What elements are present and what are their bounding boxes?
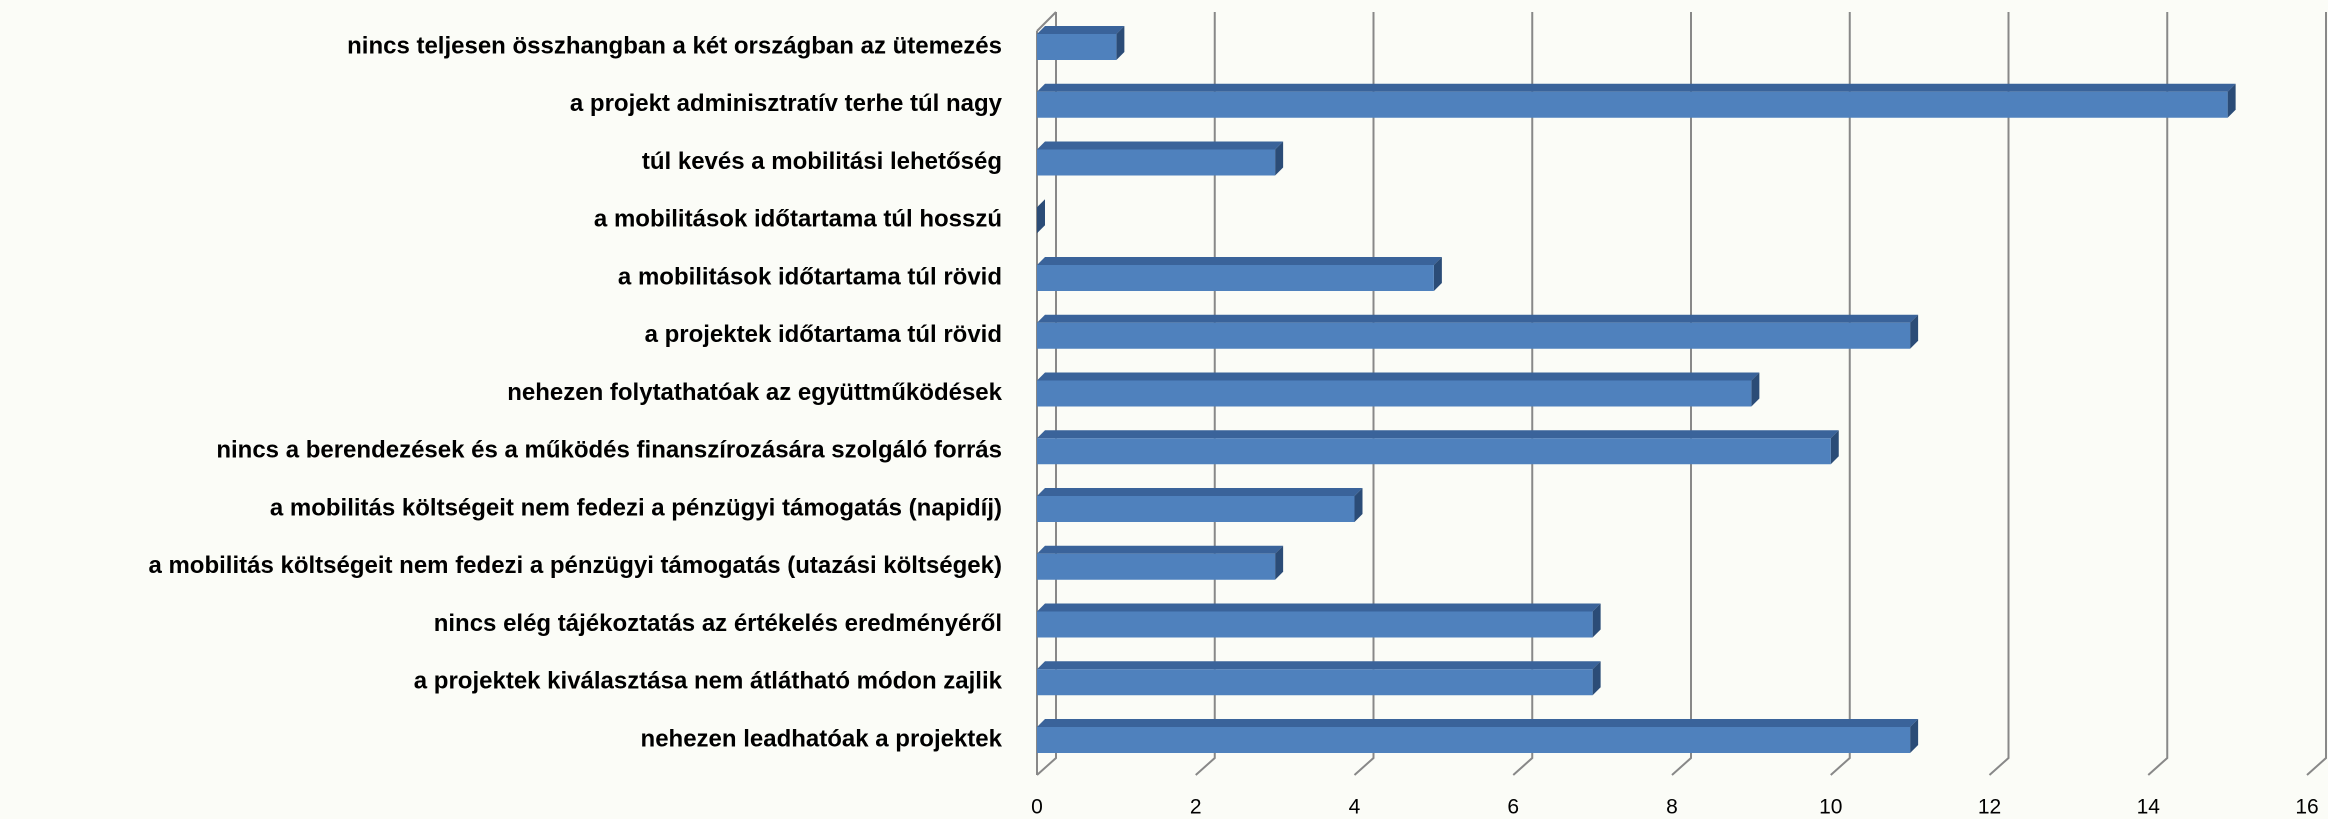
category-label: a projektek kiválasztása nem átlátható m… bbox=[414, 668, 1003, 695]
category-label: a projekt adminisztratív terhe túl nagy bbox=[570, 90, 1003, 117]
grid-line bbox=[1830, 12, 1851, 776]
category-label: a mobilitások időtartama túl hosszú bbox=[594, 206, 1002, 233]
category-label: túl kevés a mobilitási lehetőség bbox=[642, 148, 1002, 175]
bar bbox=[1037, 661, 1601, 696]
bar bbox=[1037, 372, 1760, 407]
x-tick-label: 2 bbox=[1190, 796, 1202, 819]
bar bbox=[1037, 430, 1839, 465]
category-label: nincs elég tájékoztatás az értékelés ere… bbox=[434, 610, 1002, 637]
category-label: a mobilitások időtartama túl rövid bbox=[618, 263, 1002, 290]
x-tick-label: 0 bbox=[1031, 796, 1043, 819]
category-label: nehezen leadhatóak a projektek bbox=[641, 725, 1003, 752]
x-tick-label: 16 bbox=[2295, 796, 2318, 819]
bar bbox=[1037, 26, 1125, 60]
category-label: a mobilitás költségeit nem fedezi a pénz… bbox=[148, 552, 1002, 579]
bar bbox=[1037, 314, 1919, 349]
category-label: nehezen folytathatóak az együttműködések bbox=[507, 379, 1002, 406]
bar bbox=[1037, 545, 1284, 580]
category-label: nincs teljesen összhangban a két országb… bbox=[347, 32, 1002, 59]
bar bbox=[1037, 257, 1442, 291]
grid-line bbox=[2306, 12, 2327, 776]
grid-line bbox=[1671, 12, 1692, 776]
x-tick-label: 14 bbox=[2137, 796, 2161, 819]
bar bbox=[1037, 141, 1284, 176]
bar bbox=[1037, 719, 1919, 753]
grid-line bbox=[1512, 12, 1534, 776]
bar bbox=[1037, 488, 1363, 522]
category-label: a projektek időtartama túl rövid bbox=[645, 321, 1002, 348]
axis-line bbox=[1036, 11, 1057, 32]
x-tick-label: 12 bbox=[1978, 796, 2001, 819]
x-tick-label: 10 bbox=[1819, 796, 1842, 819]
category-label: a mobilitás költségeit nem fedezi a pénz… bbox=[270, 494, 1002, 521]
bar bbox=[1037, 83, 2236, 118]
bar bbox=[1037, 199, 1045, 234]
x-tick-label: 6 bbox=[1507, 796, 1519, 819]
x-tick-label: 4 bbox=[1349, 796, 1361, 819]
category-label: nincs a berendezések és a működés finans… bbox=[216, 437, 1002, 464]
x-tick-label: 8 bbox=[1666, 796, 1678, 819]
bar bbox=[1037, 603, 1601, 638]
grid-line bbox=[1988, 12, 2010, 776]
grid-line bbox=[2147, 12, 2169, 776]
